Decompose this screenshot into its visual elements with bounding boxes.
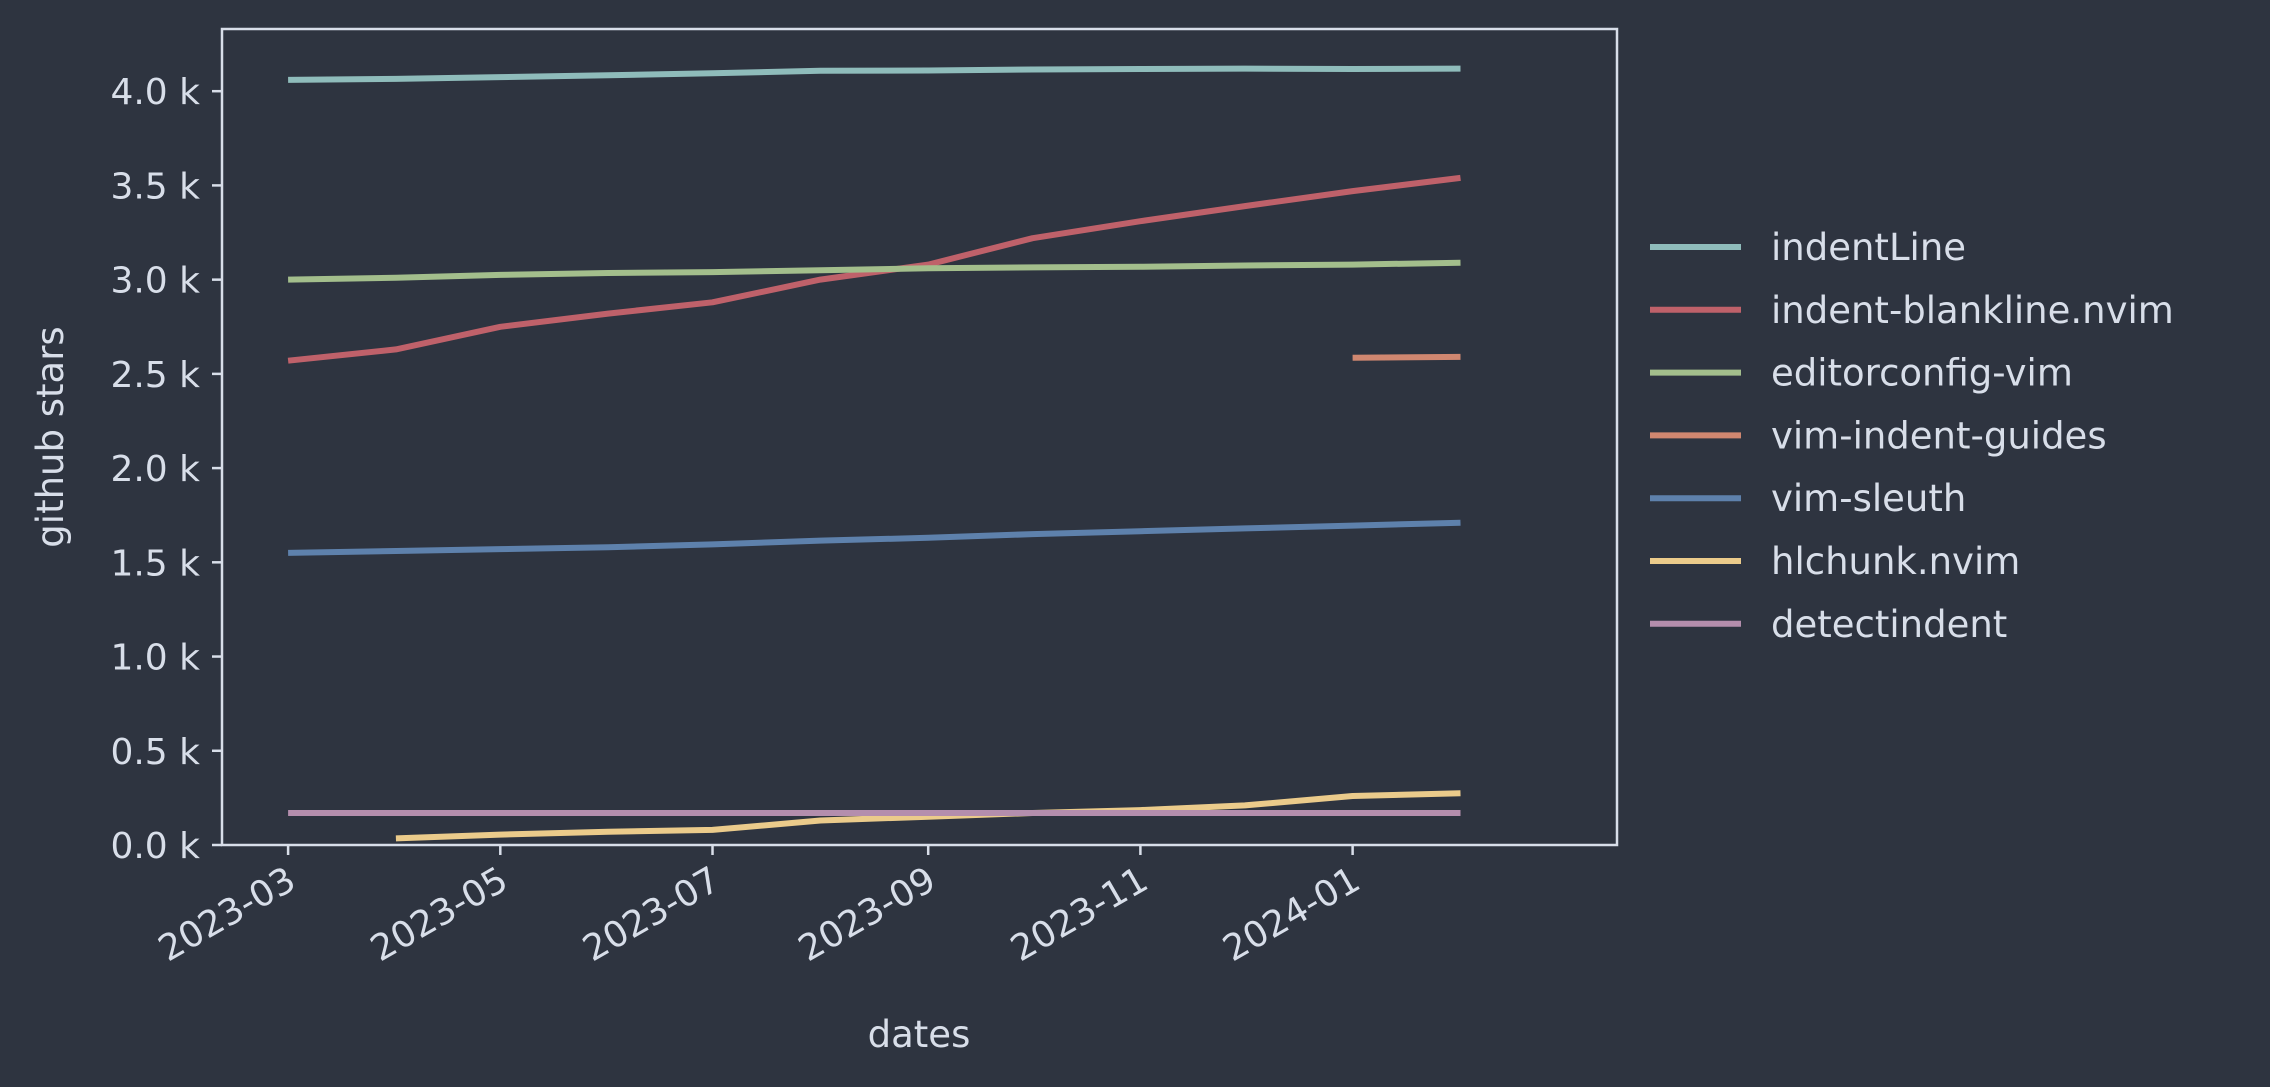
legend-entry: indent-blankline.nvim (1650, 289, 2174, 332)
legend: indentLine indent-blankline.nvim editorcon… (1650, 226, 2174, 646)
y-axis-title: github stars (29, 326, 72, 547)
y-tick-label: 0.5 k (110, 732, 200, 773)
x-axis: 2023-03 2023-05 2023-07 2023-09 2023-11 2024-… (152, 845, 1367, 970)
plot-frame (220, 27, 1619, 847)
legend-label: vim-indent-guides (1771, 414, 2107, 457)
y-tick-label: 2.5 k (110, 355, 200, 396)
legend-label: indent-blankline.nvim (1771, 289, 2174, 332)
series-line-vim-indent-guides (1352, 353, 1461, 361)
legend-label: editorconfig-vim (1771, 352, 2073, 395)
legend-label: vim-sleuth (1771, 477, 1966, 520)
legend-entry: hlchunk.nvim (1650, 540, 2020, 583)
x-tick-label: 2023-09 (792, 859, 943, 970)
legend-label: detectindent (1771, 603, 2007, 646)
y-tick-label: 4.0 k (110, 72, 200, 113)
y-tick-label: 1.5 k (110, 543, 200, 584)
x-tick-label: 2023-05 (364, 859, 515, 970)
legend-label: hlchunk.nvim (1771, 540, 2020, 583)
plot-area (287, 65, 1461, 842)
series-line-indentline (288, 65, 1461, 83)
y-tick-label: 2.0 k (110, 449, 200, 490)
y-axis: 0.0 k 0.5 k 1.0 k 1.5 k 2.0 k 2.5 k 3.0 k 3.5 k… (110, 72, 222, 867)
legend-label: indentLine (1771, 226, 1966, 269)
x-axis-title: dates (868, 1013, 971, 1056)
y-tick-label: 3.5 k (110, 166, 200, 207)
y-tick-label: 3.0 k (110, 261, 200, 302)
legend-entry: editorconfig-vim (1650, 352, 2073, 395)
y-tick-label: 0.0 k (110, 826, 200, 867)
legend-entry: vim-sleuth (1650, 477, 1966, 520)
x-tick-label: 2023-11 (1004, 859, 1155, 970)
legend-entry: detectindent (1650, 603, 2007, 646)
legend-entry: indentLine (1650, 226, 1966, 269)
series-line-hlchunk-nvim (395, 790, 1461, 842)
x-tick-label: 2023-07 (576, 859, 727, 970)
x-tick-label: 2023-03 (152, 859, 303, 970)
legend-entry: vim-indent-guides (1650, 414, 2107, 457)
series-line-vim-sleuth (288, 519, 1461, 556)
series-line-editorconfig-vim (288, 259, 1461, 283)
x-tick-label: 2024-01 (1216, 859, 1367, 970)
y-tick-label: 1.0 k (110, 638, 200, 679)
